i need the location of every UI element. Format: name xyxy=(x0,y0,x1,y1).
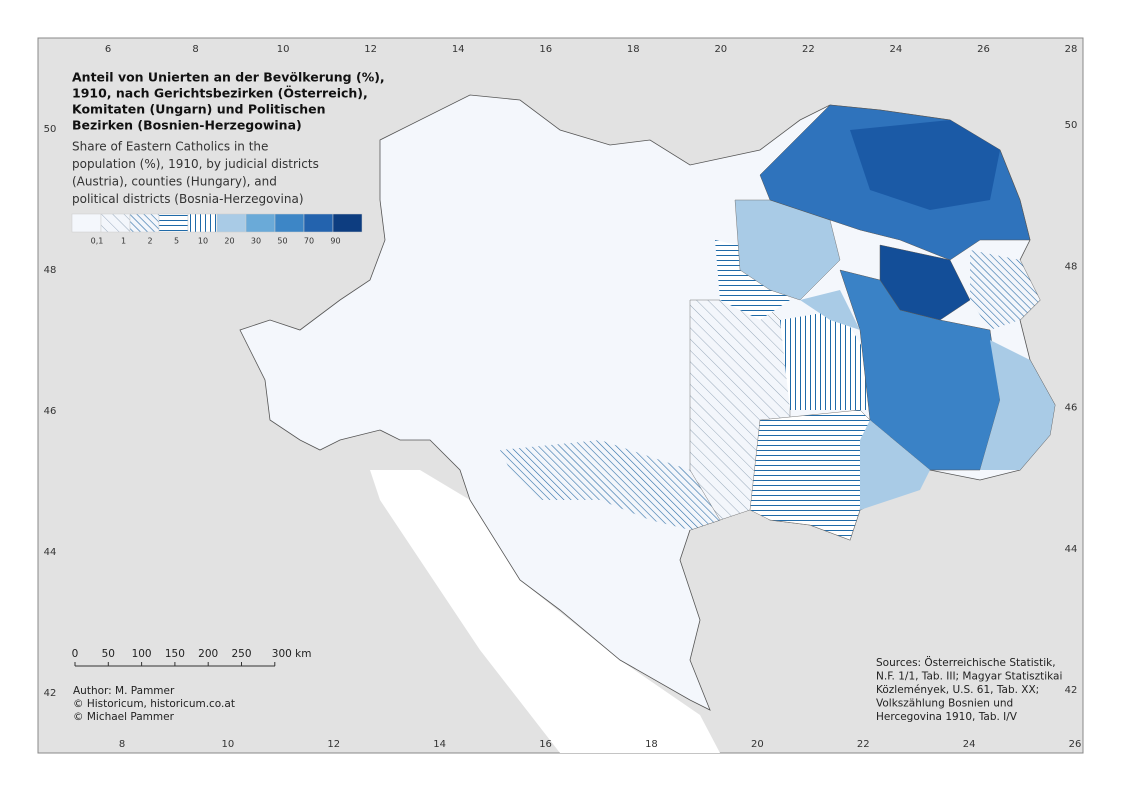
legend-label: 0,1 xyxy=(91,237,104,246)
y-tick-label: 50 xyxy=(1065,120,1078,131)
legend-swatch xyxy=(216,213,247,233)
x-tick-label: 14 xyxy=(452,44,465,55)
scale-label: 50 xyxy=(102,648,115,660)
y-tick-label: 48 xyxy=(1065,261,1078,272)
x-tick-label: 14 xyxy=(433,739,446,750)
credit: © Historicum, historicum.co.at xyxy=(73,698,235,710)
x-tick-label: 18 xyxy=(645,739,658,750)
title: Komitaten (Ungarn) und Politischen xyxy=(72,102,326,117)
legend-label: 20 xyxy=(224,237,234,246)
legend-swatch xyxy=(100,213,131,233)
region-light xyxy=(800,290,860,330)
scale-label: 250 xyxy=(231,648,251,660)
legend-swatch xyxy=(245,213,276,233)
x-tick-label: 8 xyxy=(192,44,198,55)
title: 1910, nach Gerichtsbezirken (Österreich)… xyxy=(72,86,368,101)
x-tick-label: 22 xyxy=(802,44,815,55)
legend-label: 5 xyxy=(174,237,179,246)
scale-label: 300 km xyxy=(272,648,312,660)
y-tick-label: 48 xyxy=(44,265,57,276)
legend-swatch xyxy=(158,213,189,233)
subtitle: (Austria), counties (Hungary), and xyxy=(72,175,277,189)
region-light xyxy=(860,420,930,510)
region-hatched xyxy=(500,440,740,530)
y-tick-label: 44 xyxy=(44,547,57,558)
sources: Sources: Österreichische Statistik, xyxy=(876,656,1056,669)
x-tick-label: 28 xyxy=(1065,44,1078,55)
legend-label: 1 xyxy=(121,237,126,246)
x-tick-label: 12 xyxy=(327,739,340,750)
region-stripes xyxy=(749,409,871,541)
y-tick-label: 50 xyxy=(44,124,57,135)
sources: Volkszählung Bosnien und xyxy=(876,698,1013,710)
legend-swatch xyxy=(71,213,102,233)
y-tick-label: 46 xyxy=(44,406,57,417)
x-tick-label: 8 xyxy=(119,739,125,750)
x-tick-label: 26 xyxy=(977,44,990,55)
credit: © Michael Pammer xyxy=(73,711,175,723)
sources: Hercegovina 1910, Tab. I/V xyxy=(876,711,1018,723)
subtitle: Share of Eastern Catholics in the xyxy=(72,140,268,154)
legend-label: 10 xyxy=(198,237,208,246)
y-tick-label: 42 xyxy=(44,688,57,699)
subtitle: political districts (Bosnia-Herzegovina) xyxy=(72,192,304,206)
y-tick-label: 42 xyxy=(1065,685,1078,696)
x-tick-label: 10 xyxy=(277,44,290,55)
scale-label: 0 xyxy=(72,648,79,660)
x-tick-label: 12 xyxy=(364,44,377,55)
x-tick-label: 18 xyxy=(627,44,640,55)
scale-label: 150 xyxy=(165,648,185,660)
region-light xyxy=(980,340,1055,470)
x-tick-label: 22 xyxy=(857,739,870,750)
x-tick-label: 20 xyxy=(714,44,727,55)
legend-swatch xyxy=(129,213,160,233)
credit: Author: M. Pammer xyxy=(73,685,175,697)
x-tick-label: 16 xyxy=(539,739,552,750)
x-tick-label: 26 xyxy=(1069,739,1082,750)
sources: Közlemények, U.S. 61, Tab. XX; xyxy=(876,684,1039,696)
region-hatched xyxy=(970,250,1040,330)
x-tick-label: 6 xyxy=(105,44,111,55)
region-stripes xyxy=(780,310,870,410)
legend-swatch xyxy=(303,213,334,233)
legend-label: 30 xyxy=(251,237,261,246)
region-dark xyxy=(850,120,1000,210)
x-tick-label: 10 xyxy=(222,739,235,750)
y-tick-label: 44 xyxy=(1065,544,1078,555)
legend-label: 70 xyxy=(304,237,314,246)
legend-swatch xyxy=(187,213,218,233)
scale-label: 200 xyxy=(198,648,218,660)
sea xyxy=(370,470,720,753)
x-tick-label: 24 xyxy=(963,739,976,750)
legend-label: 50 xyxy=(277,237,287,246)
title: Bezirken (Bosnien-Herzegowina) xyxy=(72,118,302,133)
x-tick-label: 16 xyxy=(539,44,552,55)
subtitle: population (%), 1910, by judicial distri… xyxy=(72,157,319,171)
x-tick-label: 24 xyxy=(890,44,903,55)
legend-swatch xyxy=(274,213,305,233)
region-stripes xyxy=(715,240,790,320)
title: Anteil von Unierten an der Bevölkerung (… xyxy=(72,70,385,85)
legend-swatch xyxy=(332,213,363,233)
sources: N.F. 1/1, Tab. III; Magyar Statisztikai xyxy=(876,671,1062,683)
legend-label: 2 xyxy=(147,237,152,246)
y-tick-label: 46 xyxy=(1065,403,1078,414)
legend-label: 90 xyxy=(330,237,340,246)
scale-label: 100 xyxy=(132,648,152,660)
x-tick-label: 20 xyxy=(751,739,764,750)
